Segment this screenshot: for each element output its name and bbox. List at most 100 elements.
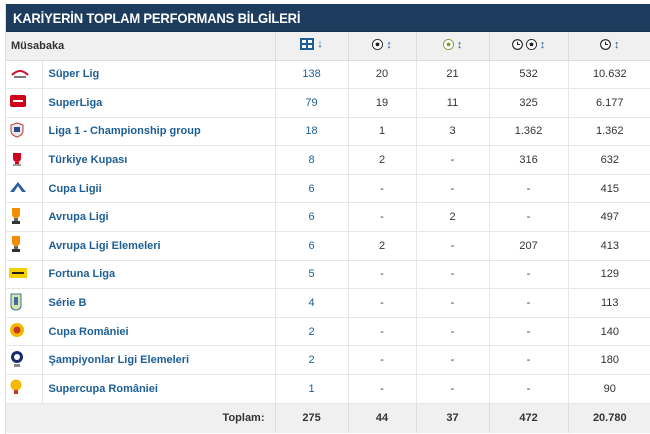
appearances-link[interactable]: 8	[274, 145, 349, 175]
competition-name[interactable]: Série B	[48, 297, 87, 310]
minutes-per-goal-value: -	[488, 345, 569, 376]
career-performance-panel: KARİYERİN TOPLAM PERFORMANS BİLGİLERİ Mü…	[5, 4, 650, 434]
goals-value: 2	[347, 145, 417, 175]
competition-name[interactable]: Cupa Ligii	[48, 182, 102, 195]
europa-league-logo[interactable]	[6, 202, 42, 233]
fortuna-liga-logo[interactable]	[6, 260, 42, 290]
europa-league-qual-logo[interactable]	[9, 235, 23, 256]
competition-link[interactable]: Fortuna Liga	[41, 260, 276, 290]
fortuna-liga-logo[interactable]	[9, 267, 27, 282]
minutes-per-goal-value: 1.362	[488, 117, 569, 147]
assist-ball-icon	[442, 39, 454, 50]
super-lig-logo[interactable]	[6, 60, 42, 90]
appearances-link[interactable]: 4	[274, 288, 349, 318]
competition-name[interactable]: Şampiyonlar Ligi Elemeleri	[48, 354, 190, 367]
header-goals[interactable]: ↕	[347, 32, 417, 61]
sort-icon: ↕	[386, 38, 392, 51]
clock-icon	[600, 39, 611, 50]
competition-name[interactable]: Türkiye Kupası	[48, 154, 128, 167]
competition-name[interactable]: Fortuna Liga	[48, 268, 116, 281]
competition-link[interactable]: Supercupa României	[41, 374, 276, 404]
super-lig-logo[interactable]	[9, 66, 31, 83]
appearances-link[interactable]: 1	[274, 374, 349, 404]
minutes-per-goal-value: 316	[488, 145, 569, 175]
competition-name[interactable]: Avrupa Ligi	[48, 211, 109, 224]
minutes-per-goal-value: -	[488, 260, 569, 290]
header-competition[interactable]: Müsabaka	[6, 32, 276, 61]
goals-value: 20	[347, 60, 417, 90]
assists-value: -	[415, 231, 490, 261]
champions-league-qual-logo[interactable]	[6, 345, 42, 376]
competition-link[interactable]: Cupa României	[41, 317, 276, 347]
minutes-value: 129	[567, 260, 650, 290]
competition-link[interactable]: SuperLiga	[41, 88, 276, 118]
minutes-value: 10.632	[567, 60, 650, 90]
champions-league-qual-logo[interactable]	[9, 350, 25, 371]
cupa-romaniei-logo[interactable]	[9, 322, 25, 341]
table-row: Cupa Ligii 6- - -415	[6, 174, 650, 204]
competition-name[interactable]: Supercupa României	[48, 382, 158, 395]
minutes-value: 90	[567, 374, 650, 404]
competition-name[interactable]: SuperLiga	[48, 96, 103, 109]
competition-link[interactable]: Cupa Ligii	[41, 174, 276, 204]
appearances-link[interactable]: 2	[274, 345, 349, 376]
competition-link[interactable]: Şampiyonlar Ligi Elemeleri	[41, 345, 276, 376]
turkiye-kupasi-logo[interactable]	[6, 145, 42, 175]
competition-name[interactable]: Süper Lig	[48, 68, 100, 81]
appearances-link[interactable]: 6	[274, 231, 349, 261]
total-appearances: 275	[274, 403, 349, 434]
header-assists[interactable]: ↕	[415, 32, 490, 61]
panel-title-bar: KARİYERİN TOPLAM PERFORMANS BİLGİLERİ	[6, 4, 650, 32]
supercupa-logo[interactable]	[6, 374, 42, 404]
panel-title: KARİYERİN TOPLAM PERFORMANS BİLGİLERİ	[13, 9, 301, 26]
liga1-logo[interactable]	[6, 117, 42, 147]
liga1-logo[interactable]	[9, 122, 25, 141]
goals-value: -	[347, 317, 417, 347]
cupa-ligii-logo[interactable]	[9, 180, 27, 197]
europa-league-logo[interactable]	[9, 207, 23, 228]
appearances-link[interactable]: 18	[274, 117, 349, 147]
serie-b-logo[interactable]	[6, 288, 42, 318]
minutes-value: 413	[567, 231, 650, 261]
minutes-value: 415	[567, 174, 650, 204]
competition-link[interactable]: Liga 1 - Championship group	[41, 117, 276, 147]
competition-link[interactable]: Türkiye Kupası	[41, 145, 276, 175]
header-minutes-per-goal[interactable]: ↕	[488, 32, 569, 61]
competition-link[interactable]: Avrupa Ligi	[41, 202, 276, 233]
competition-name[interactable]: Avrupa Ligi Elemeleri	[48, 239, 161, 252]
minutes-value: 113	[567, 288, 650, 318]
superliga-logo[interactable]	[6, 88, 42, 118]
table-row: SuperLiga 79 19 11 325 6.177	[6, 88, 650, 118]
appearances-link[interactable]: 6	[274, 174, 349, 204]
table-row: Avrupa Ligi Elemeleri 6 2-207 413	[6, 231, 650, 261]
minutes-value: 1.362	[567, 117, 650, 147]
competition-name[interactable]: Liga 1 - Championship group	[48, 125, 201, 138]
europa-league-qual-logo[interactable]	[6, 231, 42, 261]
sort-icon: ↕	[614, 38, 620, 51]
supercupa-logo[interactable]	[9, 378, 23, 399]
table-row: Liga 1 - Championship group 18 1 3 1.362 1.36…	[6, 117, 650, 147]
competition-link[interactable]: Série B	[41, 288, 276, 318]
cupa-ligii-logo[interactable]	[6, 174, 42, 204]
appearances-link[interactable]: 6	[274, 202, 349, 233]
table-row: Série B 4- - -113	[6, 288, 650, 318]
header-minutes[interactable]: ↕	[567, 32, 650, 61]
serie-b-logo[interactable]	[9, 293, 23, 314]
goals-value: -	[347, 345, 417, 376]
appearances-link[interactable]: 2	[274, 317, 349, 347]
table-row: Cupa României 2- - -140	[6, 317, 650, 347]
competition-link[interactable]: Süper Lig	[41, 60, 276, 90]
turkiye-kupasi-logo[interactable]	[9, 151, 25, 170]
competition-name[interactable]: Cupa României	[48, 325, 129, 338]
clock-icon	[511, 39, 523, 50]
appearances-link[interactable]: 138	[274, 60, 349, 90]
minutes-per-goal-value: -	[488, 374, 569, 404]
superliga-logo[interactable]	[9, 94, 27, 111]
competition-link[interactable]: Avrupa Ligi Elemeleri	[41, 231, 276, 261]
goals-value: -	[347, 288, 417, 318]
assists-value: 21	[415, 60, 490, 90]
cupa-romaniei-logo[interactable]	[6, 317, 42, 347]
header-appearances[interactable]: ↓	[274, 32, 349, 61]
appearances-link[interactable]: 5	[274, 260, 349, 290]
appearances-link[interactable]: 79	[274, 88, 349, 118]
